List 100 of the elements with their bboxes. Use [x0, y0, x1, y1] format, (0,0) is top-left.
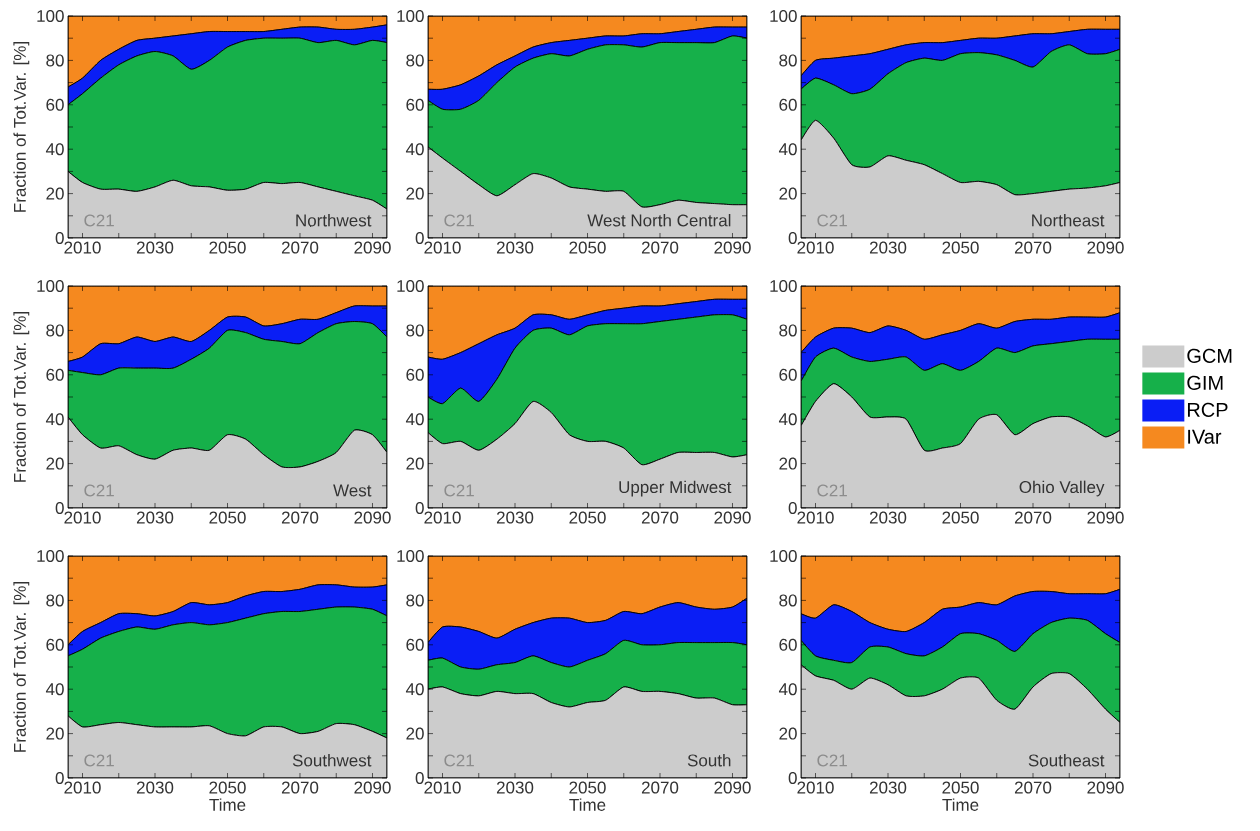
- annotation: Upper Midwest: [619, 480, 732, 497]
- y-tick-label: 40: [778, 413, 797, 426]
- y-tick-label: 0: [788, 501, 797, 515]
- x-tick-label: 2090: [354, 511, 391, 524]
- y-tick-label: 80: [406, 324, 424, 337]
- y-tick-label: 100: [397, 9, 424, 23]
- annotation: West: [333, 484, 372, 497]
- x-tick-label: 2030: [869, 511, 907, 524]
- y-tick-label: 20: [779, 457, 797, 470]
- y-axis-title: Fraction of Tot.Var. [%]: [13, 582, 30, 752]
- y-tick-label: 60: [779, 638, 797, 651]
- x-tick-label: 2010: [797, 241, 834, 254]
- y-tick-label: 100: [37, 9, 64, 23]
- x-tick-label: 2070: [1014, 511, 1052, 524]
- y-tick-label: 40: [778, 683, 797, 696]
- x-tick-label: 2010: [424, 781, 461, 794]
- x-tick-label: 2090: [1087, 781, 1124, 794]
- y-tick-label: 0: [55, 501, 64, 515]
- y-tick-label: 100: [770, 279, 797, 293]
- x-tick-label: 2070: [281, 241, 319, 254]
- y-tick-label: 60: [46, 368, 64, 381]
- y-axis-title: Fraction of Tot.Var. [%]: [13, 42, 30, 212]
- x-tick-label: 2090: [714, 241, 751, 254]
- y-tick-label: 0: [788, 231, 797, 245]
- y-tick-label: 80: [46, 324, 64, 337]
- y-tick-label: 60: [46, 98, 64, 111]
- y-tick-label: 100: [770, 549, 797, 563]
- y-tick-label: 40: [45, 143, 64, 156]
- legend-label: RCP: [1187, 402, 1228, 417]
- x-tick-label: 2050: [209, 241, 246, 254]
- y-tick-label: 80: [406, 594, 424, 607]
- x-tick-label: 2030: [496, 511, 534, 524]
- y-tick-label: 20: [406, 187, 424, 200]
- y-tick-label: 80: [779, 54, 797, 67]
- x-tick-label: 2050: [569, 511, 606, 524]
- annotation: C21: [84, 214, 114, 227]
- annotation: C21: [444, 754, 474, 767]
- y-tick-label: 40: [405, 413, 424, 426]
- x-tick-label: 2050: [942, 781, 979, 794]
- x-tick-label: 2030: [869, 781, 907, 794]
- x-tick-label: 2010: [64, 781, 101, 794]
- x-axis-title: Time: [569, 798, 606, 811]
- y-tick-label: 20: [46, 187, 64, 200]
- y-tick-label: 20: [779, 727, 797, 740]
- x-tick-label: 2010: [424, 241, 461, 254]
- y-tick-label: 100: [397, 549, 424, 563]
- legend-label: GCM: [1187, 348, 1232, 363]
- annotation: C21: [444, 214, 474, 227]
- x-tick-label: 2070: [281, 781, 319, 794]
- y-tick-label: 20: [406, 727, 424, 740]
- y-tick-label: 60: [406, 98, 424, 111]
- y-tick-label: 80: [779, 594, 797, 607]
- annotation: C21: [817, 754, 847, 767]
- x-tick-label: 2090: [354, 781, 391, 794]
- y-tick-label: 20: [406, 457, 424, 470]
- y-tick-label: 40: [45, 413, 64, 426]
- y-axis-title: Fraction of Tot.Var. [%]: [13, 312, 30, 482]
- x-tick-label: 2050: [209, 511, 246, 524]
- y-tick-label: 100: [37, 279, 64, 293]
- y-tick-label: 0: [55, 771, 64, 785]
- annotation: C21: [84, 754, 114, 767]
- y-tick-label: 60: [779, 368, 797, 381]
- y-tick-label: 0: [415, 501, 424, 515]
- x-tick-label: 2030: [136, 511, 174, 524]
- x-tick-label: 2070: [641, 511, 679, 524]
- y-tick-label: 80: [46, 54, 64, 67]
- y-tick-label: 40: [405, 143, 424, 156]
- x-tick-label: 2070: [1014, 781, 1052, 794]
- y-tick-label: 0: [415, 231, 424, 245]
- y-tick-label: 60: [779, 98, 797, 111]
- x-tick-label: 2030: [496, 781, 534, 794]
- y-tick-label: 20: [779, 187, 797, 200]
- x-tick-label: 2090: [1087, 511, 1124, 524]
- annotation: Northeast: [1032, 213, 1105, 227]
- legend-label: IVar: [1188, 429, 1222, 444]
- annotation: Southwest: [292, 753, 372, 767]
- annotation: South: [687, 753, 731, 767]
- y-tick-label: 60: [406, 638, 424, 651]
- y-tick-label: 40: [778, 143, 797, 156]
- x-tick-label: 2010: [797, 511, 834, 524]
- annotation: West North Central: [587, 213, 731, 227]
- x-tick-label: 2050: [942, 241, 979, 254]
- x-tick-label: 2050: [209, 781, 246, 794]
- x-tick-label: 2090: [714, 511, 751, 524]
- x-tick-label: 2030: [136, 241, 174, 254]
- y-tick-label: 20: [46, 727, 64, 740]
- x-tick-label: 2010: [64, 241, 101, 254]
- x-axis-title: Time: [942, 798, 979, 811]
- y-tick-label: 60: [46, 638, 64, 651]
- y-tick-label: 40: [45, 683, 64, 696]
- x-axis-title: Time: [209, 798, 246, 811]
- annotation: C21: [817, 214, 847, 227]
- annotation: C21: [817, 484, 847, 497]
- x-tick-label: 2050: [942, 511, 979, 524]
- x-tick-label: 2030: [496, 241, 534, 254]
- y-tick-label: 100: [770, 9, 797, 23]
- y-tick-label: 100: [397, 279, 424, 293]
- y-tick-label: 40: [405, 683, 424, 696]
- x-tick-label: 2050: [569, 781, 606, 794]
- x-tick-label: 2070: [1014, 241, 1052, 254]
